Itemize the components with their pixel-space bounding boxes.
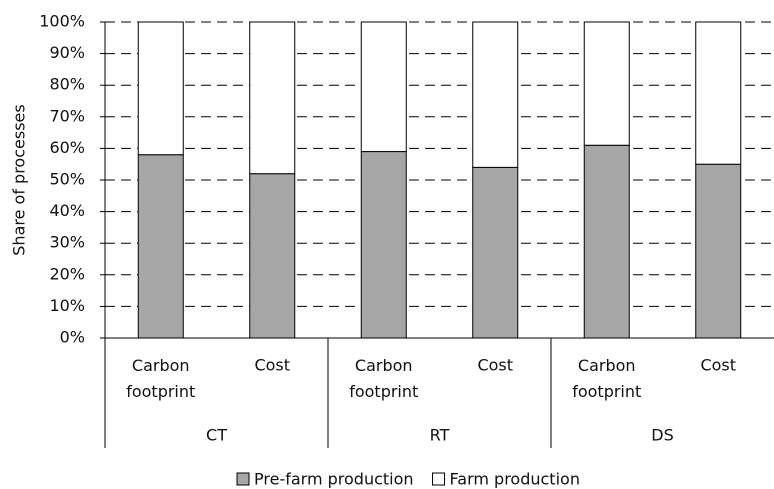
- legend-swatch: [432, 472, 446, 486]
- y-tick-label: 10%: [49, 296, 85, 315]
- bar-segment: [695, 21, 742, 165]
- bar-segment: [137, 21, 184, 156]
- x-tick-label-text: Carbon footprint: [126, 356, 195, 401]
- bar-segment: [360, 21, 407, 153]
- bar-segment: [583, 21, 630, 146]
- bar-segment: [583, 144, 630, 339]
- y-tick-label: 50%: [49, 170, 85, 189]
- x-tick-label-text: Carbon footprint: [349, 356, 418, 401]
- x-tick-label: Carbon footprint: [572, 356, 641, 401]
- bar-segment: [249, 21, 296, 175]
- group-label: DS: [651, 426, 673, 445]
- x-tick-label: Carbon footprint: [126, 356, 195, 401]
- x-tick-label: Cost: [254, 356, 290, 375]
- y-tick-label: 70%: [49, 106, 85, 125]
- y-tick-label: 0%: [60, 328, 85, 347]
- bar-segment: [249, 173, 296, 339]
- y-tick-label: 40%: [49, 201, 85, 220]
- y-axis-label: Share of processes: [10, 104, 29, 255]
- bar-segment: [472, 166, 519, 339]
- y-tick-label: 80%: [49, 75, 85, 94]
- group-label: RT: [430, 426, 450, 445]
- x-tick-label: Cost: [700, 356, 736, 375]
- y-tick-label: 90%: [49, 43, 85, 62]
- group-label: CT: [206, 426, 227, 445]
- y-tick-label: 30%: [49, 233, 85, 252]
- x-tick-label-text: Carbon footprint: [572, 356, 641, 401]
- bar-segment: [695, 163, 742, 339]
- x-tick-label: Carbon footprint: [349, 356, 418, 401]
- y-tick-label: 20%: [49, 264, 85, 283]
- bar-segment: [137, 154, 184, 339]
- x-tick-label: Cost: [477, 356, 513, 375]
- legend-label: Pre-farm production: [254, 470, 414, 489]
- bar-segment: [472, 21, 519, 168]
- y-tick-label: 100%: [39, 12, 85, 31]
- legend-label: Farm production: [450, 470, 580, 489]
- bar-segment: [360, 151, 407, 339]
- legend-swatch: [236, 472, 250, 486]
- y-tick-label: 60%: [49, 138, 85, 157]
